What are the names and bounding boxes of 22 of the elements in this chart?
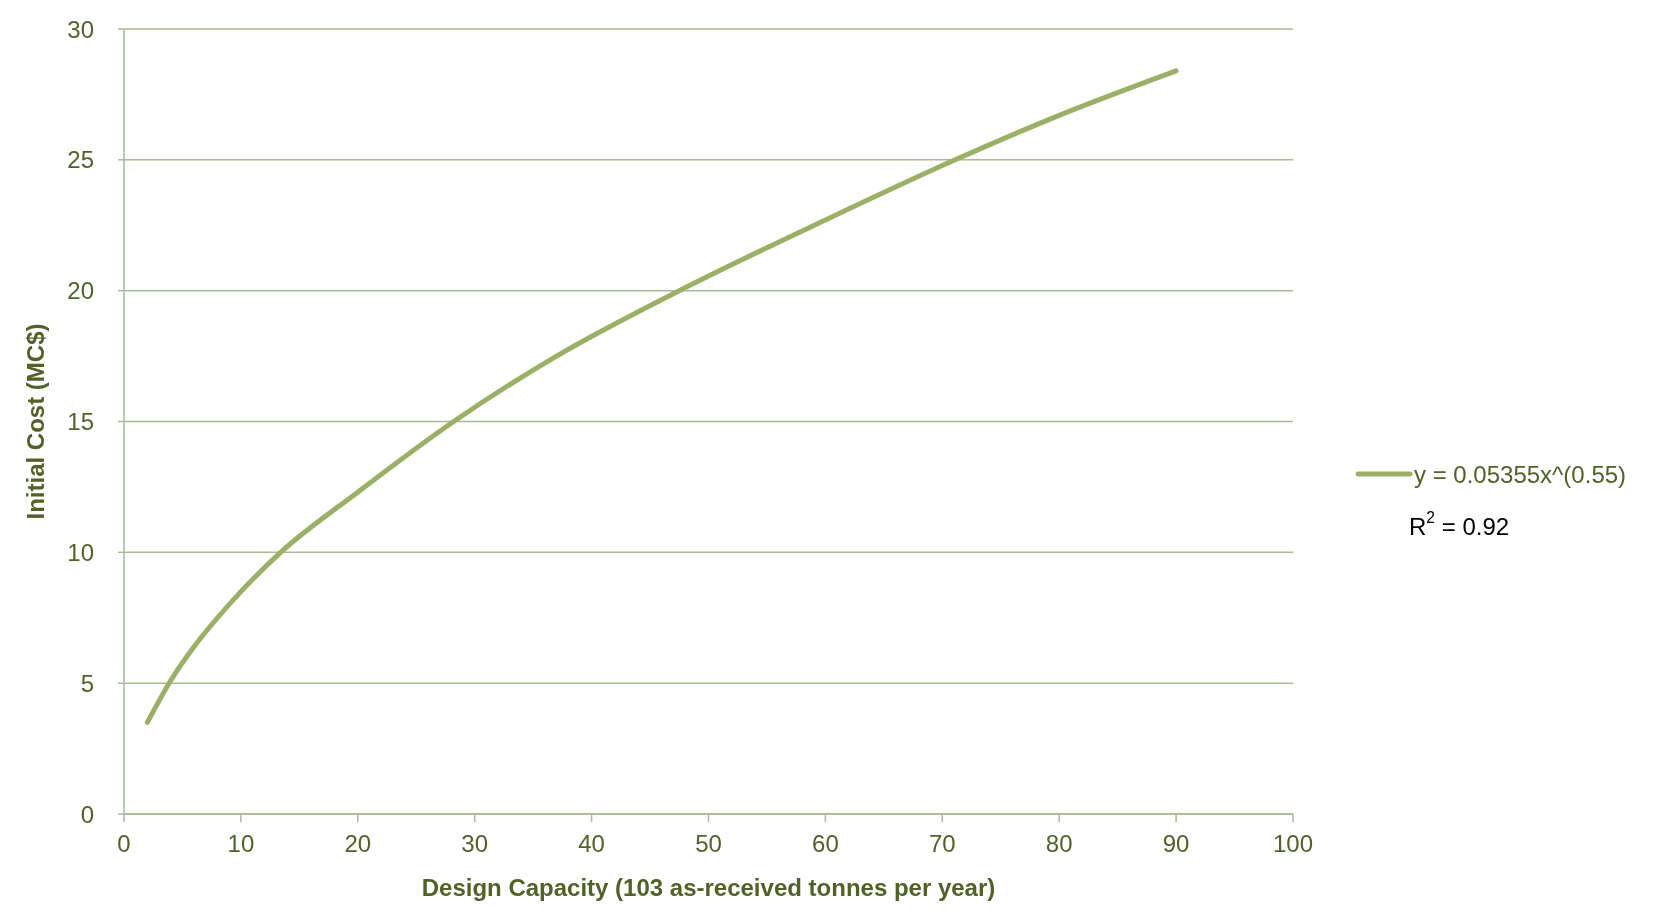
y-tick-label: 15	[67, 408, 94, 435]
x-tick-label: 60	[812, 830, 839, 857]
x-tick-label: 20	[344, 830, 372, 857]
x-axis-title: Design Capacity (103 as-received tonnes per year)	[421, 874, 996, 901]
y-tick-label: 0	[80, 800, 94, 828]
text: R$^{2}$ = 0.92	[1409, 509, 1510, 540]
x-tick-label: 0	[117, 830, 131, 857]
x-tick-label: 30	[461, 830, 489, 857]
y-tick-label: 25	[67, 146, 94, 174]
y-axis-title: Initial Cost (MC$)	[22, 323, 49, 520]
y-tick-label: 30	[67, 15, 94, 43]
y-tick-label: 10	[67, 538, 94, 566]
x-tick-label: 40	[578, 830, 605, 857]
x-tick-label: 70	[928, 830, 956, 857]
legend-label: y = 0.05355x^(0.55)	[1414, 460, 1627, 488]
y-tick-label: 5	[80, 669, 94, 697]
x-tick-label: 80	[1045, 830, 1073, 857]
x-tick-label: 10	[227, 830, 255, 857]
x-tick-label: 50	[695, 830, 722, 857]
x-tick-label: 100	[1272, 830, 1314, 857]
y-tick-label: 20	[67, 277, 94, 305]
x-tick-label: 90	[1162, 830, 1190, 857]
